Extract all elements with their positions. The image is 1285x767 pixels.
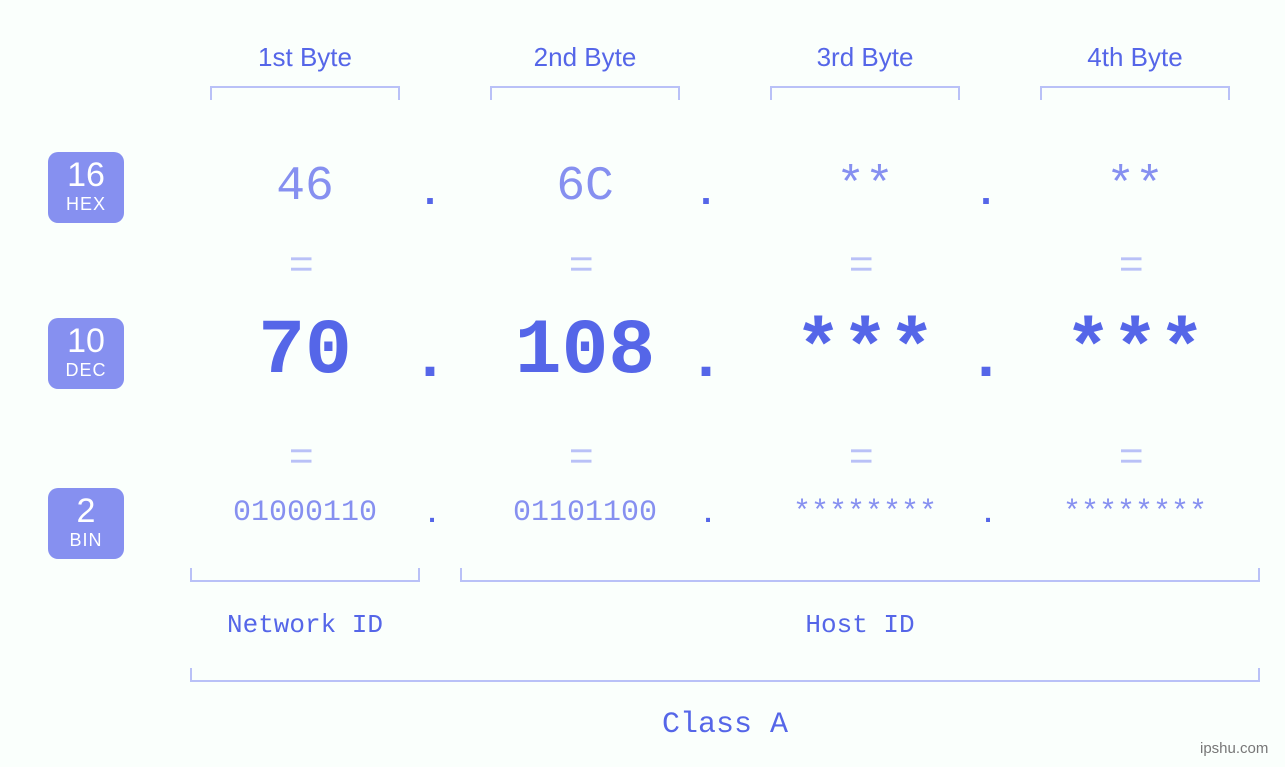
badge-hex: 16 HEX [48, 152, 124, 223]
dec-dot-3: . [956, 324, 1016, 395]
bin-dot-2: . [688, 500, 728, 531]
top-bracket-1 [210, 86, 400, 100]
top-bracket-4 [1040, 86, 1230, 100]
hex-byte-1: 46 [180, 160, 430, 214]
badge-hex-num: 16 [48, 158, 124, 192]
host-id-label: Host ID [460, 610, 1260, 640]
byte-header-3: 3rd Byte [740, 42, 990, 73]
ip-diagram: 16 HEX 10 DEC 2 BIN 1st Byte 2nd Byte 3r… [0, 0, 1285, 767]
byte-header-2: 2nd Byte [460, 42, 710, 73]
eq-1-4: II [1113, 245, 1147, 285]
eq-1-1: II [283, 245, 317, 285]
badge-dec-num: 10 [48, 324, 124, 358]
bin-byte-4: ******** [1010, 496, 1260, 530]
badge-dec: 10 DEC [48, 318, 124, 389]
class-label: Class A [190, 708, 1260, 742]
badge-bin-num: 2 [48, 494, 124, 528]
network-id-bracket [190, 568, 420, 582]
eq-1-2: II [563, 245, 597, 285]
hex-byte-2: 6C [460, 160, 710, 214]
eq-2-1: II [283, 437, 317, 477]
byte-header-4: 4th Byte [1010, 42, 1260, 73]
eq-2-4: II [1113, 437, 1147, 477]
class-bracket [190, 668, 1260, 682]
badge-hex-sub: HEX [48, 194, 124, 215]
eq-1-3: II [843, 245, 877, 285]
eq-2-2: II [563, 437, 597, 477]
byte-header-1: 1st Byte [180, 42, 430, 73]
bin-dot-3: . [968, 500, 1008, 531]
hex-dot-2: . [676, 172, 736, 217]
dec-byte-4: *** [1010, 308, 1260, 396]
host-id-bracket [460, 568, 1260, 582]
network-id-label: Network ID [180, 610, 430, 640]
bin-byte-2: 01101100 [460, 496, 710, 530]
dec-byte-3: *** [740, 308, 990, 396]
dec-dot-2: . [676, 324, 736, 395]
hex-byte-3: ** [740, 160, 990, 214]
bin-byte-3: ******** [740, 496, 990, 530]
dec-byte-1: 70 [180, 308, 430, 396]
badge-bin-sub: BIN [48, 530, 124, 551]
badge-bin: 2 BIN [48, 488, 124, 559]
dec-byte-2: 108 [460, 308, 710, 396]
hex-dot-3: . [956, 172, 1016, 217]
hex-dot-1: . [400, 172, 460, 217]
badge-dec-sub: DEC [48, 360, 124, 381]
dec-dot-1: . [400, 324, 460, 395]
attribution: ipshu.com [1200, 740, 1268, 757]
bin-dot-1: . [412, 500, 452, 531]
top-bracket-3 [770, 86, 960, 100]
eq-2-3: II [843, 437, 877, 477]
top-bracket-2 [490, 86, 680, 100]
bin-byte-1: 01000110 [180, 496, 430, 530]
hex-byte-4: ** [1010, 160, 1260, 214]
